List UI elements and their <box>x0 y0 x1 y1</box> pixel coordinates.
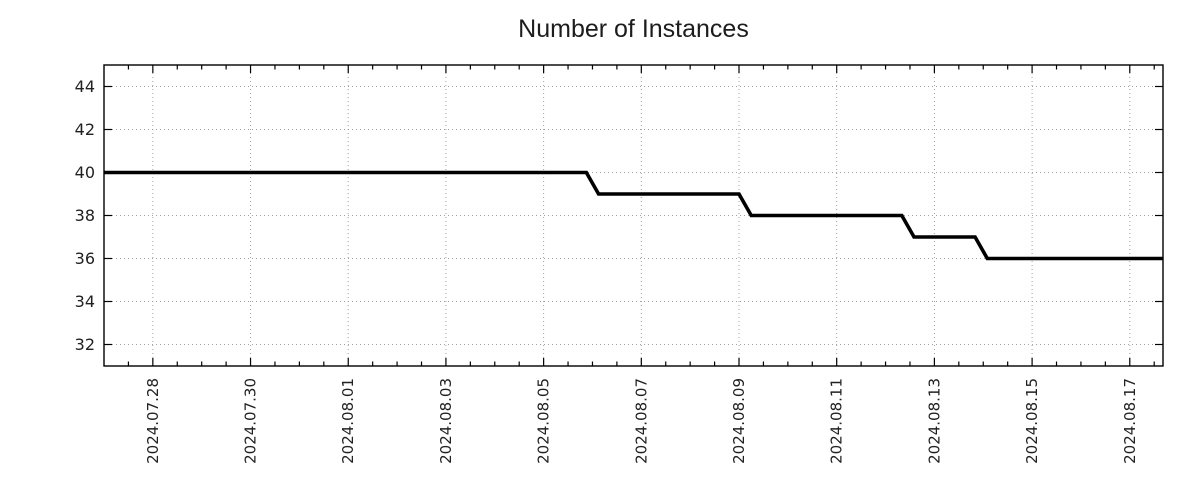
x-tick-label: 2024.08.05 <box>535 378 553 464</box>
chart-title: Number of Instances <box>518 15 749 43</box>
x-tick-label: 2024.07.30 <box>242 378 260 464</box>
x-tick-label: 2024.08.11 <box>828 378 846 464</box>
x-tick-labels: 2024.07.28 2024.07.30 2024.08.01 2024.08.03… <box>144 378 1139 464</box>
y-tick-labels: 32 34 36 38 40 42 44 <box>75 77 95 354</box>
x-tick-label: 2024.08.07 <box>632 378 650 464</box>
axis-ticks <box>104 65 1163 366</box>
x-tick-label: 2024.08.01 <box>339 378 357 464</box>
x-tick-label: 2024.07.28 <box>144 378 162 464</box>
x-tick-label: 2024.08.09 <box>730 378 748 464</box>
x-tick-label: 2024.08.15 <box>1023 378 1041 464</box>
y-tick-label: 36 <box>75 249 95 268</box>
y-tick-label: 34 <box>75 292 95 311</box>
x-tick-label: 2024.08.17 <box>1121 378 1139 464</box>
x-tick-label: 2024.08.13 <box>925 378 943 464</box>
y-tick-label: 42 <box>75 120 95 139</box>
y-tick-label: 38 <box>75 206 95 225</box>
y-tick-label: 44 <box>75 77 95 96</box>
y-tick-label: 40 <box>75 163 95 182</box>
series-line-instances <box>104 170 1163 261</box>
grid-lines <box>104 65 1163 366</box>
y-tick-label: 32 <box>75 335 95 354</box>
x-tick-label: 2024.08.03 <box>437 378 455 464</box>
plot-border <box>103 64 1164 367</box>
